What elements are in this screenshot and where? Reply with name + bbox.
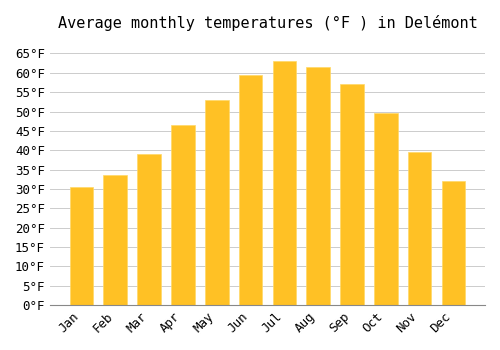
Bar xyxy=(238,75,262,305)
Bar xyxy=(205,100,229,305)
Bar xyxy=(171,125,194,305)
Bar xyxy=(104,175,127,305)
Bar xyxy=(340,84,364,305)
Bar xyxy=(138,154,161,305)
Bar xyxy=(374,113,398,305)
Bar xyxy=(306,67,330,305)
Bar xyxy=(442,181,465,305)
Bar xyxy=(408,152,432,305)
Title: Average monthly temperatures (°F ) in Delémont: Average monthly temperatures (°F ) in De… xyxy=(58,15,478,31)
Bar xyxy=(272,61,296,305)
Bar xyxy=(70,187,94,305)
